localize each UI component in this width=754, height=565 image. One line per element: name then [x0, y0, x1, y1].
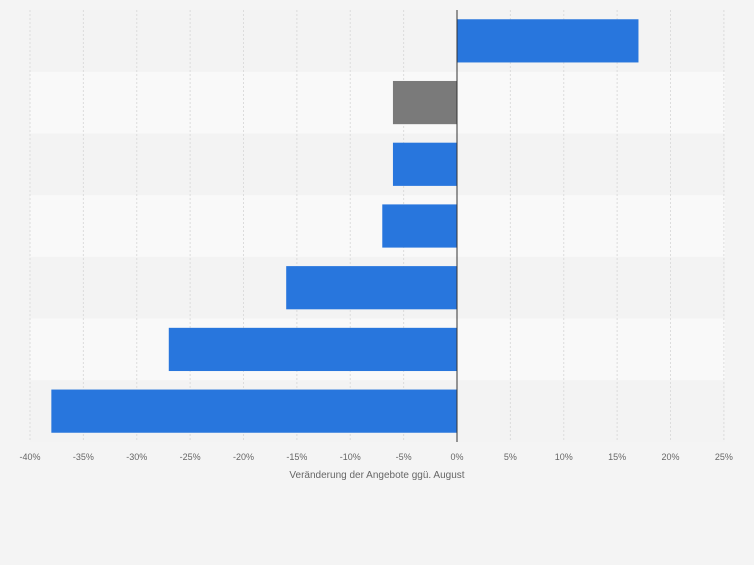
x-tick-label: -15% — [286, 452, 307, 462]
row-band — [30, 195, 725, 257]
bar — [382, 204, 457, 248]
x-tick-label: 20% — [661, 452, 679, 462]
gridlines — [29, 10, 725, 442]
bar — [392, 80, 457, 125]
x-tick-label: -5% — [396, 452, 412, 462]
x-tick-label: -25% — [180, 452, 201, 462]
x-tick-label: 0% — [450, 452, 463, 462]
x-tick-label: 10% — [555, 452, 573, 462]
bar — [51, 389, 457, 433]
x-tick-label: -20% — [233, 452, 254, 462]
bar — [168, 327, 457, 372]
x-tick-label: -35% — [73, 452, 94, 462]
bar — [286, 266, 457, 310]
x-tick-label: 25% — [715, 452, 733, 462]
x-tick-labels: -40% -35% -30% -25% -20% -15% -10% -5% 0% 5% 10% 15… — [19, 452, 732, 462]
x-axis-title: Veränderung der Angebote ggü. August — [289, 470, 464, 481]
bar — [392, 142, 457, 186]
x-tick-label: -30% — [126, 452, 147, 462]
x-tick-label: 15% — [608, 452, 626, 462]
row-bands — [30, 10, 725, 442]
row-band — [30, 71, 725, 134]
x-tick-label: -40% — [19, 452, 40, 462]
bar — [457, 19, 639, 63]
x-tick-label: -10% — [340, 452, 361, 462]
bars — [51, 19, 639, 433]
x-tick-label: 5% — [504, 452, 517, 462]
row-band — [30, 133, 725, 196]
